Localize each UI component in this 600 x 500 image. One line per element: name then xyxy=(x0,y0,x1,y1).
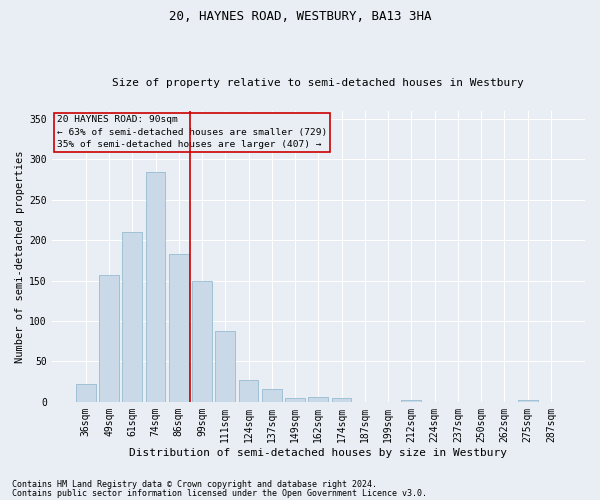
Bar xyxy=(76,384,95,402)
X-axis label: Distribution of semi-detached houses by size in Westbury: Distribution of semi-detached houses by … xyxy=(130,448,508,458)
Bar xyxy=(518,400,538,402)
Bar xyxy=(122,232,142,402)
Text: Contains HM Land Registry data © Crown copyright and database right 2024.: Contains HM Land Registry data © Crown c… xyxy=(12,480,377,489)
Bar xyxy=(401,400,421,402)
Bar xyxy=(215,330,235,402)
Text: 20 HAYNES ROAD: 90sqm
← 63% of semi-detached houses are smaller (729)
35% of sem: 20 HAYNES ROAD: 90sqm ← 63% of semi-deta… xyxy=(57,116,327,150)
Title: Size of property relative to semi-detached houses in Westbury: Size of property relative to semi-detach… xyxy=(112,78,524,88)
Bar xyxy=(192,280,212,402)
Bar xyxy=(308,397,328,402)
Bar xyxy=(239,380,259,402)
Bar xyxy=(332,398,352,402)
Text: 20, HAYNES ROAD, WESTBURY, BA13 3HA: 20, HAYNES ROAD, WESTBURY, BA13 3HA xyxy=(169,10,431,23)
Bar xyxy=(262,389,282,402)
Y-axis label: Number of semi-detached properties: Number of semi-detached properties xyxy=(15,150,25,362)
Bar xyxy=(146,172,166,402)
Bar xyxy=(285,398,305,402)
Bar xyxy=(99,275,119,402)
Text: Contains public sector information licensed under the Open Government Licence v3: Contains public sector information licen… xyxy=(12,488,427,498)
Bar xyxy=(169,254,188,402)
